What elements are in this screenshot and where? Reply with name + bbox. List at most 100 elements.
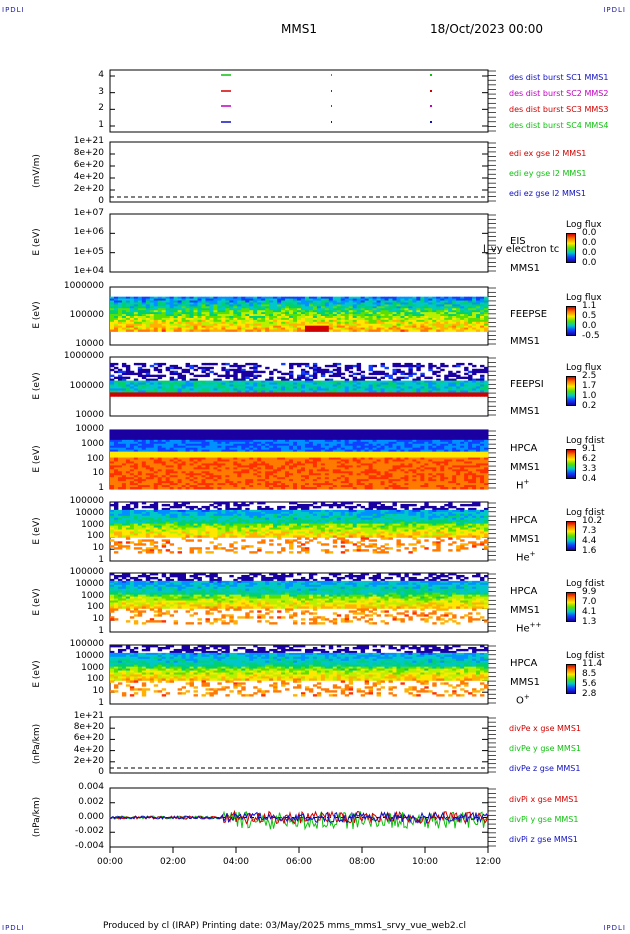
heatmap-cell (121, 447, 127, 451)
heatmap-cell (273, 314, 278, 317)
heatmap-cell (145, 390, 151, 393)
heatmap-cell (480, 314, 485, 317)
heatmap-cell (285, 473, 290, 476)
heatmap-cell (193, 296, 198, 299)
heatmap-cell (229, 437, 234, 441)
heatmap-cell (165, 316, 171, 319)
heatmap-cell (312, 475, 318, 478)
heatmap-cell (348, 443, 354, 447)
heatmap-cell (189, 433, 194, 437)
heatmap-cell (456, 380, 461, 383)
heatmap-cell (117, 323, 123, 327)
heatmap-cell (225, 394, 230, 397)
y-tick-label: 2e+20 (73, 184, 104, 194)
heatmap-cell (452, 300, 457, 303)
heatmap-cell (169, 471, 175, 474)
heatmap-cell (161, 312, 167, 315)
heatmap-cell (436, 302, 441, 305)
legend-entry: edi ez gse l2 MMS1 (509, 189, 586, 198)
heatmap-cell (436, 388, 441, 391)
heatmap-cell (336, 296, 342, 299)
heatmap-cell (201, 312, 206, 315)
heatmap-cell (420, 325, 425, 328)
heatmap-cell (340, 372, 346, 376)
heatmap-cell (297, 487, 302, 490)
heatmap-cell (205, 477, 210, 480)
heatmap-cell (372, 329, 377, 332)
heatmap-cell (249, 321, 254, 325)
heatmap-cell (129, 485, 135, 488)
heatmap-cell (125, 317, 131, 321)
heatmap-cell (320, 481, 326, 484)
heatmap-cell (400, 312, 405, 315)
heatmap-cell (129, 435, 135, 439)
heatmap-cell (225, 329, 230, 332)
heatmap-cell (348, 481, 354, 484)
y-tick-label: 1000000 (63, 281, 104, 291)
heatmap-cell (293, 431, 298, 435)
heatmap-cell (384, 306, 389, 309)
heatmap-cell (344, 445, 350, 449)
heatmap-cell (249, 431, 254, 435)
heatmap-cell (304, 325, 310, 328)
heatmap-cell (153, 390, 159, 393)
heatmap-cell (261, 465, 266, 468)
heatmap-cell (332, 382, 338, 385)
heatmap-cell (289, 380, 294, 383)
heatmap-cell (137, 308, 143, 311)
heatmap-cell (300, 296, 306, 299)
heatmap-cell (281, 473, 286, 476)
heatmap-cell (237, 475, 242, 478)
heatmap-cell (257, 467, 262, 470)
heatmap-cell (237, 461, 242, 464)
heatmap-cell (484, 298, 489, 301)
heatmap-cell (340, 314, 346, 317)
heatmap-cell (229, 325, 234, 328)
heatmap-cell (352, 316, 358, 319)
heatmap-cell (289, 441, 294, 445)
heatmap-cell (205, 437, 210, 441)
heatmap-cell (308, 384, 314, 387)
heatmap-cell (113, 329, 119, 332)
heatmap-cell (300, 477, 306, 480)
heatmap-cell (273, 473, 278, 476)
heatmap-cell (110, 471, 115, 474)
heatmap-cell (257, 445, 262, 449)
heatmap-cell (110, 483, 115, 486)
heatmap-cell (125, 388, 131, 391)
heatmap-cell (368, 323, 374, 327)
heatmap-cell (229, 321, 234, 325)
heatmap-cell (356, 319, 362, 323)
heatmap-cell (440, 384, 445, 387)
heatmap-cell (412, 314, 417, 317)
heatmap-cell (125, 485, 131, 488)
heatmap-cell (297, 302, 302, 305)
heatmap-cell (269, 459, 274, 462)
heatmap-cell (225, 308, 230, 311)
heatmap-cell (217, 298, 222, 301)
heatmap-cell (110, 306, 115, 309)
heatmap-cell (165, 439, 171, 443)
heatmap-cell (261, 431, 266, 435)
heatmap-cell (261, 469, 266, 472)
heatmap-cell (265, 327, 270, 330)
heatmap-cell (460, 382, 465, 385)
heatmap-cell (320, 485, 326, 488)
heatmap-cell (249, 473, 254, 476)
heatmap-cell (257, 475, 262, 478)
heatmap-cell (249, 304, 254, 307)
heatmap-cell (332, 479, 338, 482)
heatmap-cell (233, 467, 238, 470)
heatmap-cell (312, 483, 318, 486)
heatmap-cell (213, 451, 218, 454)
heatmap-cell (193, 467, 198, 470)
heatmap-cell (253, 374, 258, 378)
heatmap-cell (404, 386, 409, 389)
heatmap-cell (121, 449, 127, 453)
heatmap-cell (181, 323, 186, 327)
heatmap-cell (320, 388, 326, 391)
heatmap-cell (400, 304, 405, 307)
heatmap-cell (285, 372, 290, 376)
heatmap-cell (368, 300, 374, 303)
heatmap-cell (141, 469, 147, 472)
